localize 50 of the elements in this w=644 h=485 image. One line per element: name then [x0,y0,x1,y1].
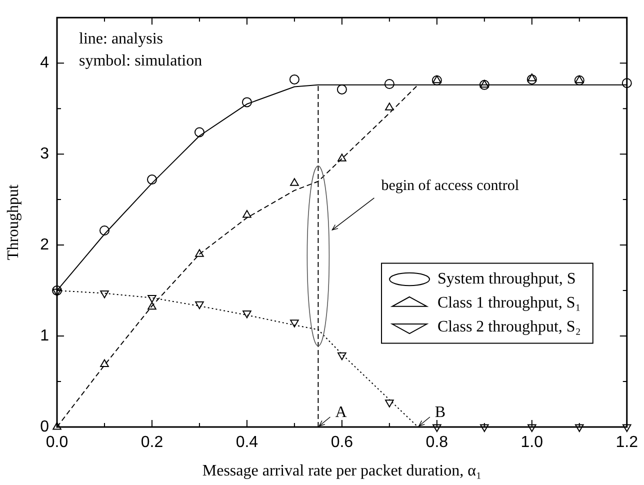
point [385,102,394,110]
annotation: begin of access control [381,178,520,194]
point [52,286,62,296]
x-tick-label: 0.8 [426,434,448,452]
point [290,320,299,328]
point [242,97,252,108]
point [146,174,157,185]
x-axis-title: Message arrival rate per packet duration, α₁ [202,462,482,480]
annotation: line: analysis symbol: simulation [79,30,202,70]
y-tick-label: 0 [40,418,50,436]
point [338,352,346,360]
legend-label: Class 2 throughput, S₂ [438,318,581,336]
y-axis-title: Throughput [4,184,22,260]
point [52,288,62,296]
x-tick-label: 0.2 [140,434,164,452]
point [622,78,632,88]
point [336,84,347,94]
point [195,301,204,310]
x-tick-label: 0.6 [330,434,354,452]
point [99,225,110,236]
point [480,424,489,432]
x-tick-label: 1.2 [616,434,638,452]
point [432,424,442,432]
point [194,127,204,138]
point [385,400,394,408]
point [242,310,252,318]
annotation: A [335,404,348,421]
point [384,79,394,90]
x-tick-label: 0.4 [236,434,258,452]
point [526,74,537,84]
point [289,74,300,84]
y-tick-label: 1 [40,327,50,344]
point [622,424,632,432]
point [148,295,156,303]
annotation: B [434,404,446,421]
x-tick-label: 0.0 [46,434,68,452]
point [528,74,536,82]
point [242,210,252,218]
x-tick-label: 1.0 [520,434,544,452]
point [195,249,204,257]
point [338,154,346,162]
y-tick-label: 2 [40,236,50,254]
point [290,178,299,186]
legend-label: System throughput, S [438,270,576,288]
point [528,424,536,432]
y-tick-label: 3 [40,145,50,162]
legend-label: Class 1 throughput, S₁ [438,294,581,312]
point [100,290,109,298]
point [574,424,584,432]
y-tick-label: 4 [40,54,50,72]
